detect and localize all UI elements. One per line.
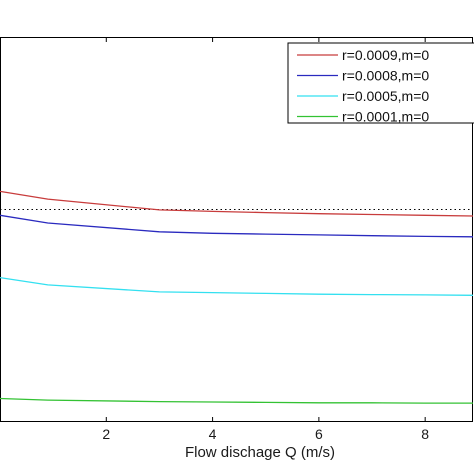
plot-area [0,37,473,422]
legend-label-2: r=0.0008,m=0 [342,68,429,84]
x-axis-label: Flow dischage Q (m/s) [185,444,335,461]
series-layer [0,190,474,404]
x-tick-label: 6 [315,426,323,442]
legend-label-3: r=0.0005,m=0 [342,88,429,104]
legend: r=0.0009,m=0 r=0.0008,m=0 r=0.0005,m=0 r=0.… [287,42,474,125]
series-line-3 [0,276,474,296]
plot-frame [0,37,473,422]
x-axis-ticks: 2 4 6 8 [102,37,429,442]
x-tick-label: 4 [209,426,217,442]
series-line-2 [0,214,474,238]
x-tick-label: 2 [102,426,110,442]
legend-label-4: r=0.0001,m=0 [342,109,429,125]
legend-label-1: r=0.0009,m=0 [342,47,429,63]
legend-box [287,42,474,124]
x-tick-label: 8 [421,426,429,442]
series-line-1 [0,190,474,217]
series-line-4 [0,397,473,404]
